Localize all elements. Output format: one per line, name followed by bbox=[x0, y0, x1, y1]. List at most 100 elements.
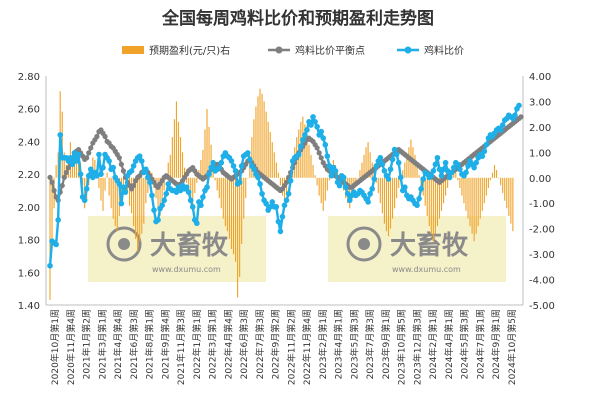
ratio-point bbox=[120, 184, 127, 191]
profit-bar bbox=[84, 177, 86, 209]
profit-bar bbox=[259, 88, 261, 178]
watermark-logo-dot bbox=[358, 238, 370, 250]
ratio-point bbox=[185, 189, 192, 195]
x-tick: 2022年9月第2周 bbox=[270, 309, 282, 379]
x-tick: 2023年10月第5周 bbox=[396, 309, 408, 385]
ratio-point bbox=[328, 172, 335, 179]
y-tick-left: 2.60 bbox=[18, 105, 40, 116]
profit-bar bbox=[100, 177, 102, 201]
profit-bar bbox=[328, 177, 330, 181]
profit-bar bbox=[510, 177, 512, 224]
ratio-point bbox=[116, 181, 123, 187]
profit-bar bbox=[379, 177, 381, 204]
profit-bar bbox=[392, 177, 394, 219]
ratio-point bbox=[322, 141, 329, 148]
profit-bar bbox=[220, 177, 222, 209]
x-tick: 2022年4月第4周 bbox=[222, 309, 234, 379]
profit-bar bbox=[506, 177, 508, 209]
profit-bar bbox=[159, 177, 161, 216]
legend-label: 预期盈利(元/只)右 bbox=[149, 44, 230, 57]
profit-bar bbox=[267, 121, 269, 178]
ratio-point bbox=[151, 207, 157, 213]
x-tick: 2024年2月第1周 bbox=[427, 309, 439, 379]
ratio-point bbox=[147, 179, 153, 186]
ratio-point bbox=[385, 176, 392, 182]
balance-point bbox=[88, 145, 94, 151]
x-tick: 2021年3月第1周 bbox=[96, 309, 108, 379]
profit-bar bbox=[485, 177, 487, 196]
x-tick: 2022年3月第1周 bbox=[207, 309, 219, 379]
profit-bar bbox=[387, 177, 390, 237]
ratio-point bbox=[450, 164, 457, 171]
profit-bar bbox=[487, 177, 489, 188]
ratio-point bbox=[285, 190, 292, 197]
watermark-brand: 大畜牧 bbox=[390, 230, 469, 261]
ratio-point bbox=[381, 168, 388, 174]
ratio-point bbox=[210, 159, 216, 166]
profit-bar bbox=[269, 131, 271, 178]
balance-point bbox=[47, 174, 53, 181]
profit-bar bbox=[471, 177, 473, 234]
ratio-point bbox=[434, 154, 441, 161]
profit-bar bbox=[308, 144, 310, 178]
profit-bar bbox=[63, 152, 65, 178]
profit-bar bbox=[316, 177, 318, 186]
ratio-point bbox=[312, 119, 318, 125]
profit-bar bbox=[196, 177, 198, 183]
balance-point bbox=[51, 187, 57, 194]
watermarks: 大畜牧 www.dxumu.com 大畜牧 www.dxumu.com bbox=[88, 216, 506, 282]
x-tick: 2024年7月第1周 bbox=[474, 309, 486, 379]
profit-bar bbox=[455, 172, 457, 178]
profit-bar bbox=[239, 177, 241, 278]
profit-bar bbox=[241, 177, 243, 244]
y-tick-right: 3.00 bbox=[529, 97, 551, 108]
profit-bar bbox=[173, 119, 175, 178]
profit-bar bbox=[157, 177, 159, 211]
watermark-brand: 大畜牧 bbox=[150, 230, 229, 261]
ratio-point bbox=[143, 166, 149, 173]
ratio-point bbox=[473, 159, 479, 166]
ratio-point bbox=[267, 204, 274, 210]
ratio-point bbox=[371, 176, 378, 182]
profit-bar bbox=[118, 177, 120, 216]
ratio-point bbox=[393, 151, 400, 158]
profit-bar bbox=[398, 177, 400, 188]
profit-bar bbox=[177, 121, 180, 178]
ratio-point bbox=[98, 171, 104, 177]
profit-bar bbox=[51, 177, 53, 242]
profit-bar bbox=[306, 134, 308, 178]
y-tick-left: 1.40 bbox=[18, 301, 40, 312]
ratio-point bbox=[194, 220, 200, 227]
ratio-point bbox=[273, 204, 280, 210]
profit-bar bbox=[461, 177, 463, 196]
ratio-point bbox=[379, 161, 386, 168]
profit-bar bbox=[389, 177, 392, 229]
ratio-point bbox=[310, 114, 316, 120]
profit-bar bbox=[82, 177, 84, 186]
ratio-point bbox=[204, 184, 210, 191]
ratio-point bbox=[499, 122, 506, 128]
profit-bar bbox=[477, 177, 479, 227]
x-tick: 2023年4月第1周 bbox=[333, 309, 345, 379]
profit-bar bbox=[186, 177, 188, 183]
ratio-point bbox=[96, 151, 102, 158]
profit-bar bbox=[512, 177, 514, 232]
x-tick: 2024年9月第1周 bbox=[490, 309, 502, 379]
legend-swatch-marker bbox=[275, 46, 283, 54]
legend-swatch-marker bbox=[404, 46, 412, 54]
profit-bar bbox=[367, 142, 369, 178]
profit-bar bbox=[314, 175, 316, 178]
profit-bar bbox=[479, 177, 481, 219]
profit-bar bbox=[436, 177, 438, 227]
balance-point bbox=[59, 182, 65, 189]
y-tick-left: 1.80 bbox=[18, 236, 40, 247]
profit-bar bbox=[369, 152, 371, 178]
ratio-point bbox=[340, 174, 347, 181]
profit-bar bbox=[261, 93, 263, 178]
profit-bar bbox=[143, 177, 145, 224]
profit-bar bbox=[359, 170, 361, 178]
ratio-point bbox=[247, 156, 253, 163]
profit-bar bbox=[116, 177, 118, 232]
chart-title: 全国每周鸡料比价和预期盈利走势图 bbox=[161, 8, 434, 29]
